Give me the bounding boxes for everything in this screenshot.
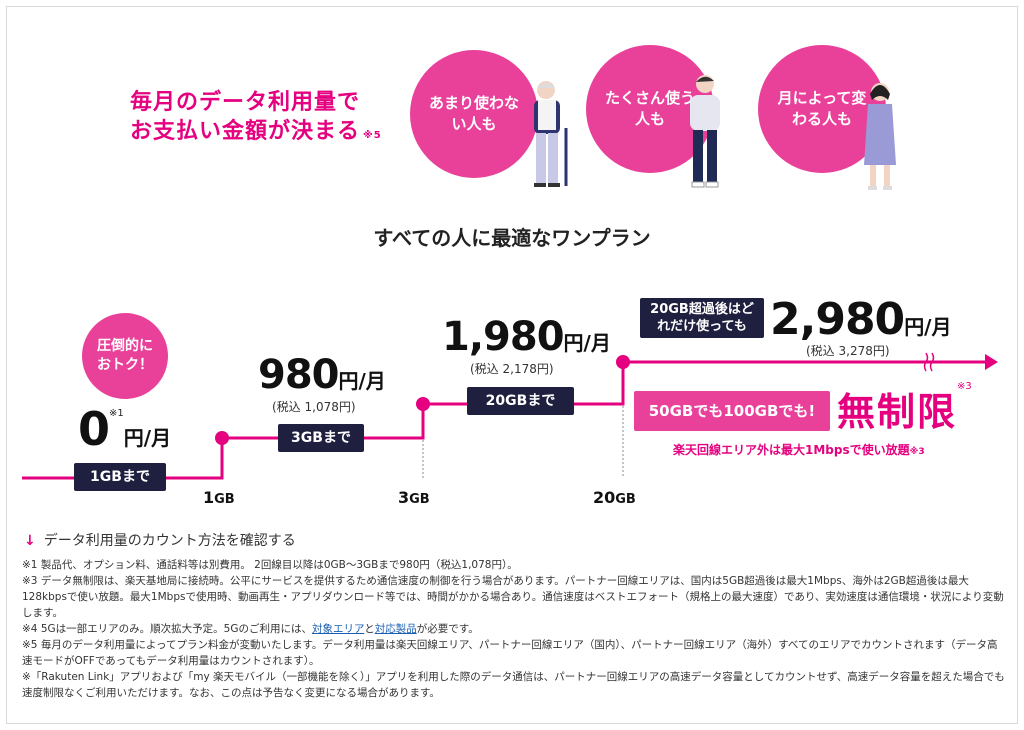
tier-1-tax: (税込 1,078円) [272, 400, 356, 414]
price-step-chart [22, 352, 998, 480]
note-4: ※4 5Gは一部エリアのみ。順次拡大予定。5Gのご利用には、対象エリアと対応製品… [22, 621, 1007, 637]
note-4-post: が必要です。 [416, 623, 479, 635]
tier-3-tax: (税込 3,278円) [806, 344, 890, 358]
xtick-20gb: 20GB [593, 488, 636, 507]
tier-2-unit: 円/月 [563, 331, 611, 355]
note-3: ※3 データ無制限は、楽天基地局に接続時。公平にサービスを提供するため通信速度の… [22, 575, 1004, 619]
plan-subtitle: すべての人に最適なワンプラン [373, 226, 651, 250]
headline-line2: お支払い金額が決まる [130, 119, 361, 144]
xtick-1gb-unit: GB [214, 492, 235, 507]
break-mark [923, 352, 929, 372]
persona-label-variable: 月によって変わる人も [777, 89, 867, 128]
tier-3-unit: 円/月 [904, 315, 952, 339]
point-1gb [215, 431, 229, 445]
persona-label-heavy: たくさん使う人も [605, 89, 696, 128]
tier-2-label: 20GBまで [467, 387, 574, 415]
persona-circle-variable-user: 月によって変わる人も [758, 45, 886, 173]
tier-3-amount: 2,980 [770, 294, 905, 345]
headline-line1: 毎月のデータ利用量で [130, 90, 361, 115]
tier-3-label: 20GB超過後はどれだけ使っても [640, 298, 764, 338]
note-4-mid: と [364, 623, 375, 635]
supported-products-link[interactable]: 対応製品 [374, 623, 417, 635]
xtick-1gb-num: 1 [203, 488, 215, 507]
xtick-1gb: 1GB [203, 488, 235, 507]
target-area-link[interactable]: 対象エリア [311, 623, 365, 635]
tier-0-unit: 円/月 [123, 426, 172, 450]
xtick-3gb-unit: GB [409, 492, 430, 507]
note-5: ※5 毎月のデータ利用量によってプラン料金が変動いたします。データ利用量は楽天回… [22, 639, 998, 667]
tier-2-amount: 1,980 [442, 314, 565, 360]
tier-1-price: 980円/月 [258, 352, 386, 398]
unlimited-sub: 楽天回線エリア外は最大1Mbpsで使い放題※3 [673, 441, 925, 458]
tier-0-price: 0※1 円/月 [78, 402, 171, 456]
note-1: ※1 製品代、オプション料、通話料等は別費用。 2回線目以降は0GB～3GBまで… [22, 559, 518, 571]
tier-3-price: 2,980円/月 [770, 294, 952, 345]
arrow-head [985, 354, 998, 370]
note-6: ※「Rakuten Link」アプリおよび「my 楽天モバイル（一部機能を除く）… [22, 671, 1005, 699]
unlimited-sub-text: 楽天回線エリア外は最大1Mbpsで使い放題 [673, 443, 910, 457]
unlimited-big: 無制限 [837, 390, 958, 434]
note-4-pre: ※4 5Gは一部エリアのみ。順次拡大予定。5Gのご利用には、 [22, 623, 312, 635]
footnotes: ※1 製品代、オプション料、通話料等は別費用。 2回線目以降は0GB～3GBまで… [22, 557, 1007, 701]
young-person-illustration [690, 75, 720, 188]
unlimited-note: ※3 [957, 381, 972, 392]
count-method-link-text[interactable]: データ利用量のカウント方法を確認する [43, 533, 296, 549]
persona-circle-light-user: あまり使わない人も [410, 50, 538, 178]
tier-1-amount: 980 [258, 352, 339, 398]
xtick-20gb-unit: GB [615, 492, 636, 507]
tier-0-amount: 0 [78, 402, 110, 456]
headline: 毎月のデータ利用量で お支払い金額が決まる ※5 [130, 88, 382, 150]
persona-label-light: あまり使わない人も [429, 94, 520, 133]
tier-1-label: 3GBまで [278, 424, 364, 452]
tier-1-unit: 円/月 [338, 369, 386, 393]
tier-2-price: 1,980円/月 [442, 314, 611, 360]
tier-0-label: 1GBまで [74, 463, 166, 491]
unlimited-box: 50GBでも100GBでも! [634, 391, 830, 431]
unlimited-label: 無制限※3 [837, 381, 972, 436]
elderly-person-illustration [534, 81, 568, 187]
point-20gb [616, 355, 630, 369]
headline-note: ※5 [363, 130, 382, 141]
xtick-20gb-num: 20 [593, 488, 616, 507]
tier-0-note: ※1 [109, 408, 124, 419]
xtick-3gb-num: 3 [398, 488, 410, 507]
down-arrow-icon: ↓ [24, 533, 36, 549]
count-method-link[interactable]: ↓ データ利用量のカウント方法を確認する [24, 530, 296, 550]
bargain-badge: 圧倒的におトク！ [82, 313, 168, 399]
woman-illustration [864, 83, 896, 190]
point-3gb [416, 397, 430, 411]
unlimited-sub-note: ※3 [909, 447, 925, 457]
bargain-badge-label: 圧倒的におトク！ [97, 338, 153, 373]
tier-2-tax: (税込 2,178円) [470, 362, 554, 376]
xtick-3gb: 3GB [398, 488, 430, 507]
